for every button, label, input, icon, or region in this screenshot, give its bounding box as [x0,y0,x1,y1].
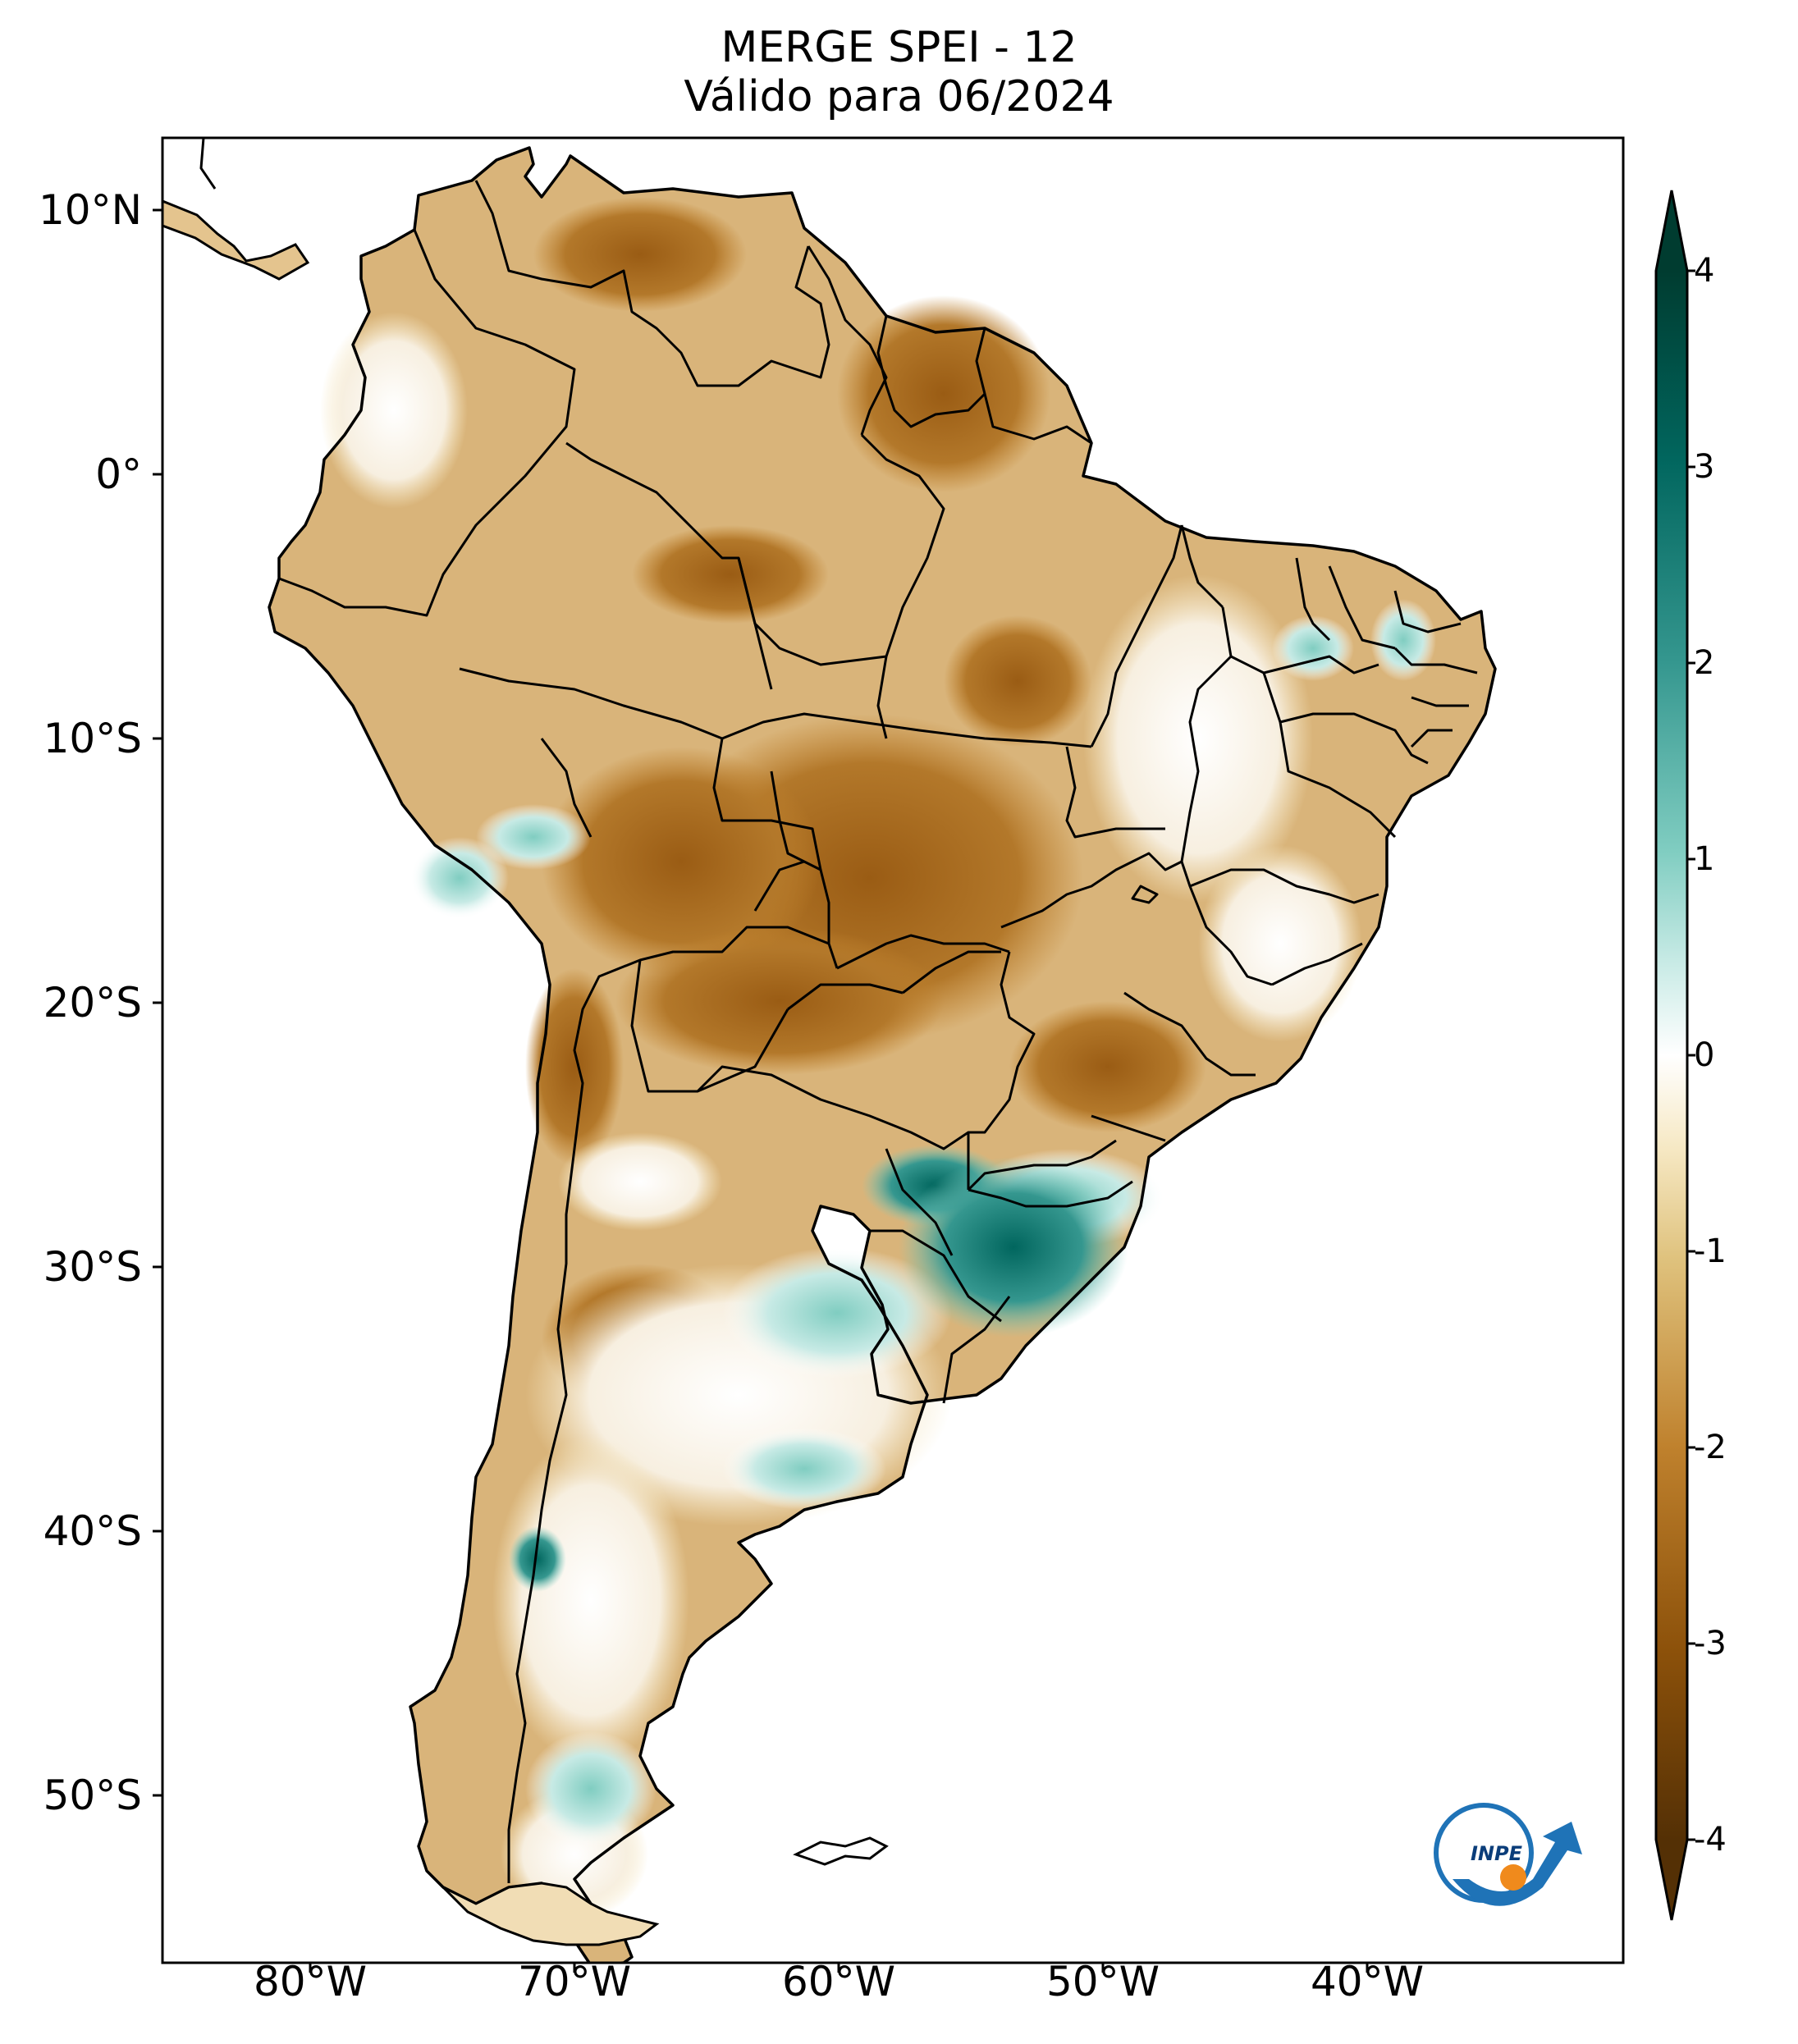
lon-label-70w: 70°W [517,1958,632,2005]
lat-label-30s: 30°S [43,1243,142,1291]
lat-label-0: 0° [95,450,142,498]
borders [278,180,1478,1883]
lon-label-50w: 50°W [1045,1958,1160,2005]
colorbar-label: -4 [1694,1821,1727,1859]
lat-ticks [153,208,162,1797]
inpe-logo: INPE [1434,1803,1582,1906]
colorbar-label: 1 [1694,840,1715,878]
central-america-land [162,199,310,281]
lat-label-10s: 10°S [43,715,142,762]
colorbar-label: -2 [1694,1429,1727,1466]
colorbar-label: 4 [1694,252,1715,290]
map-title: MERGE SPEI - 12 [721,23,1077,72]
lat-label-50s: 50°S [43,1772,142,1819]
colorbar [1654,190,1695,1921]
lat-label-40s: 40°S [43,1507,142,1555]
coastline [268,146,1497,1963]
colorbar-label: -3 [1694,1625,1727,1662]
lon-ticks [309,1963,1369,1973]
central-america-coast [199,138,217,190]
lat-label-20s: 20°S [43,979,142,1027]
colorbar-label: 3 [1694,448,1715,486]
lon-label-40w: 40°W [1310,1958,1425,2005]
colorbar-label: -1 [1694,1232,1727,1270]
lat-label-10n: 10°N [38,186,142,234]
map-subtitle: Válido para 06/2024 [684,72,1114,121]
lon-label-60w: 60°W [781,1958,896,2005]
spei-field [320,197,1436,1920]
inpe-logo-text: INPE [1471,1842,1523,1865]
colorbar-label: 0 [1694,1036,1715,1074]
map-area [162,138,1497,1963]
colorbar-label: 2 [1694,644,1715,682]
lon-label-80w: 80°W [253,1958,368,2005]
map-frame [161,136,1625,1964]
falkland-islands [793,1836,889,1866]
tierra-del-fuego [441,1882,660,1946]
